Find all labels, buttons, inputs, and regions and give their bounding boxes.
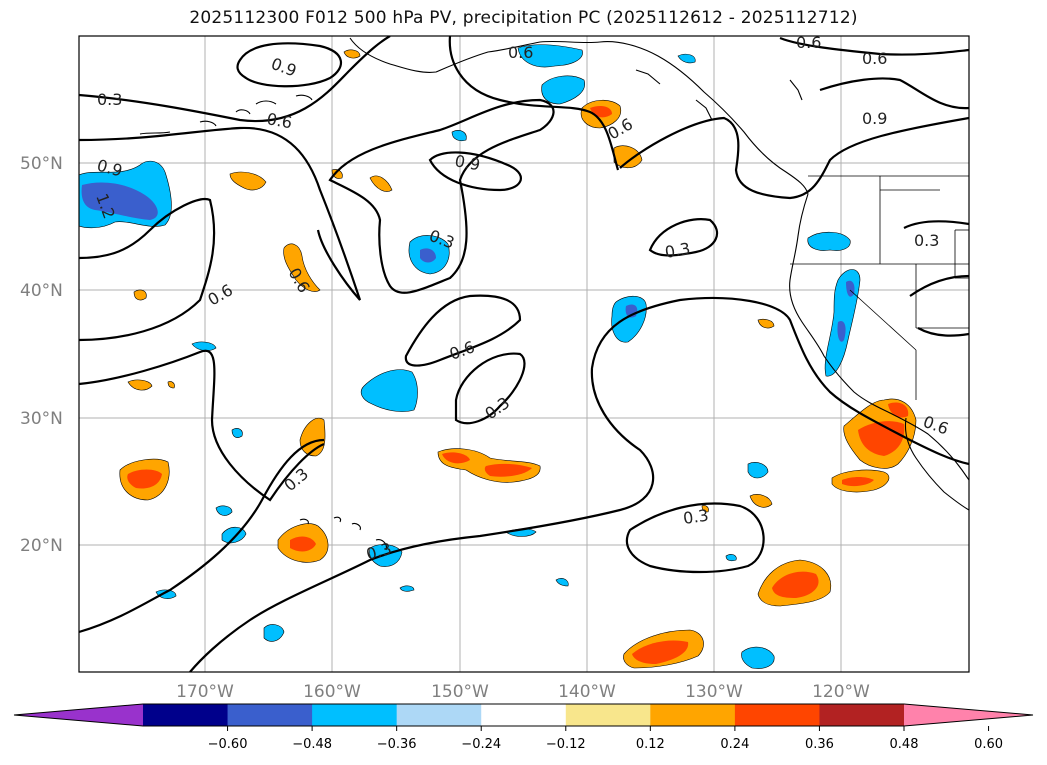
lon-label: 140°W: [558, 682, 616, 702]
colorbar-bin: [481, 704, 567, 726]
colorbar-tick-label: −0.24: [461, 737, 501, 752]
precip-blob: [725, 554, 737, 562]
precip-blob: [741, 646, 775, 669]
precip-blob: [772, 571, 819, 598]
contour-label: 0.6: [265, 109, 293, 132]
lon-label: 170°W: [176, 682, 234, 702]
precip-blob: [517, 44, 583, 68]
colorbar-tick-label: 0.48: [890, 737, 919, 752]
precip-blob: [133, 289, 147, 301]
latitude-labels: 50°N 40°N 30°N 20°N: [20, 154, 63, 556]
colorbar-bin: [143, 704, 228, 726]
longitude-labels: 170°W 160°W 150°W 140°W 130°W 120°W: [176, 682, 870, 702]
precip-blob: [842, 477, 874, 487]
colorbar-bin: [312, 704, 398, 726]
precip-blob: [155, 589, 177, 599]
colorbar-tick-label: −0.36: [377, 737, 417, 752]
lon-label: 150°W: [431, 682, 489, 702]
precip-blob: [632, 640, 689, 664]
contour-label: 0.6: [508, 43, 533, 62]
precip-blob: [231, 428, 243, 438]
precip-blob: [399, 585, 415, 592]
lon-label: 130°W: [685, 682, 743, 702]
colorbar-bin: [565, 704, 651, 726]
precip-blob: [747, 462, 769, 479]
lon-label: 120°W: [812, 682, 870, 702]
map-frame: [78, 35, 970, 673]
colorbar-extend-low: [14, 704, 143, 726]
lat-label: 20°N: [20, 536, 63, 556]
precip-blob: [757, 318, 775, 329]
precip-blob: [420, 248, 436, 263]
colorbar-bin: [819, 704, 905, 726]
precip-blob: [484, 463, 532, 477]
precip-blob: [167, 381, 175, 389]
lat-label: 30°N: [20, 409, 63, 429]
precip-blob: [677, 53, 696, 64]
colorbar-tick-label: 0.60: [974, 737, 1003, 752]
colorbar-bin: [650, 704, 736, 726]
precip-blob: [81, 182, 158, 220]
precip-blob: [701, 505, 709, 513]
colorbar: −0.60 −0.48 −0.36 −0.24 −0.12 0.12 0.24 0.36 0.4…: [13, 703, 1034, 752]
precip-blob: [229, 171, 267, 191]
precip-blob: [451, 130, 467, 142]
colorbar-tick-label: 0.24: [720, 737, 749, 752]
figure-title: 2025112300 F012 500 hPa PV, precipitatio…: [189, 8, 858, 28]
precip-blob: [191, 341, 217, 351]
colorbar-tick-label: −0.60: [208, 737, 248, 752]
map-background: [79, 36, 969, 672]
colorbar-tick-label: 0.12: [636, 737, 665, 752]
precip-blob: [837, 320, 846, 342]
precip-blob: [290, 536, 316, 552]
contour-label: 0.6: [862, 49, 887, 68]
lat-label: 50°N: [20, 154, 63, 174]
precip-blob: [541, 75, 585, 105]
precip-blob: [283, 243, 321, 292]
political-borders: [790, 175, 969, 400]
colorbar-tick-label: 0.36: [805, 737, 834, 752]
colorbar-tick-label: −0.12: [546, 737, 586, 752]
precip-blob: [360, 369, 418, 412]
colorbar-tick-label: −0.48: [292, 737, 332, 752]
lat-label: 40°N: [20, 281, 63, 301]
precip-blob: [215, 505, 233, 516]
colorbar-bin: [396, 704, 482, 726]
colorbar-bin: [227, 704, 313, 726]
contour-label: 0.3: [663, 239, 691, 262]
precip-blob: [611, 295, 647, 343]
precip-blob: [127, 469, 162, 489]
precip-blob: [555, 578, 569, 587]
precip-blob: [807, 231, 851, 251]
precip-negative-areas: [79, 44, 861, 669]
contour-label: 0.3: [97, 90, 122, 109]
contour-label: 0.9: [453, 151, 481, 174]
coastlines: [139, 37, 969, 551]
precip-blob: [888, 402, 909, 418]
contour-label: 0.6: [796, 33, 821, 52]
precip-blob: [263, 624, 285, 642]
contour-label: 0.3: [682, 506, 710, 528]
precip-blob: [369, 175, 393, 192]
contour-label: 0.9: [862, 109, 887, 128]
lon-label: 160°W: [303, 682, 361, 702]
precip-blob: [749, 494, 773, 508]
precip-blob: [343, 49, 361, 59]
colorbar-outline: [13, 703, 1034, 727]
colorbar-bin: [734, 704, 820, 726]
colorbar-extend-high: [904, 704, 1033, 726]
pv-contours: [79, 36, 969, 672]
contour-label: 0.3: [914, 231, 939, 250]
precip-blob: [613, 145, 643, 169]
precip-blob: [127, 379, 153, 391]
precip-blob: [442, 452, 470, 464]
